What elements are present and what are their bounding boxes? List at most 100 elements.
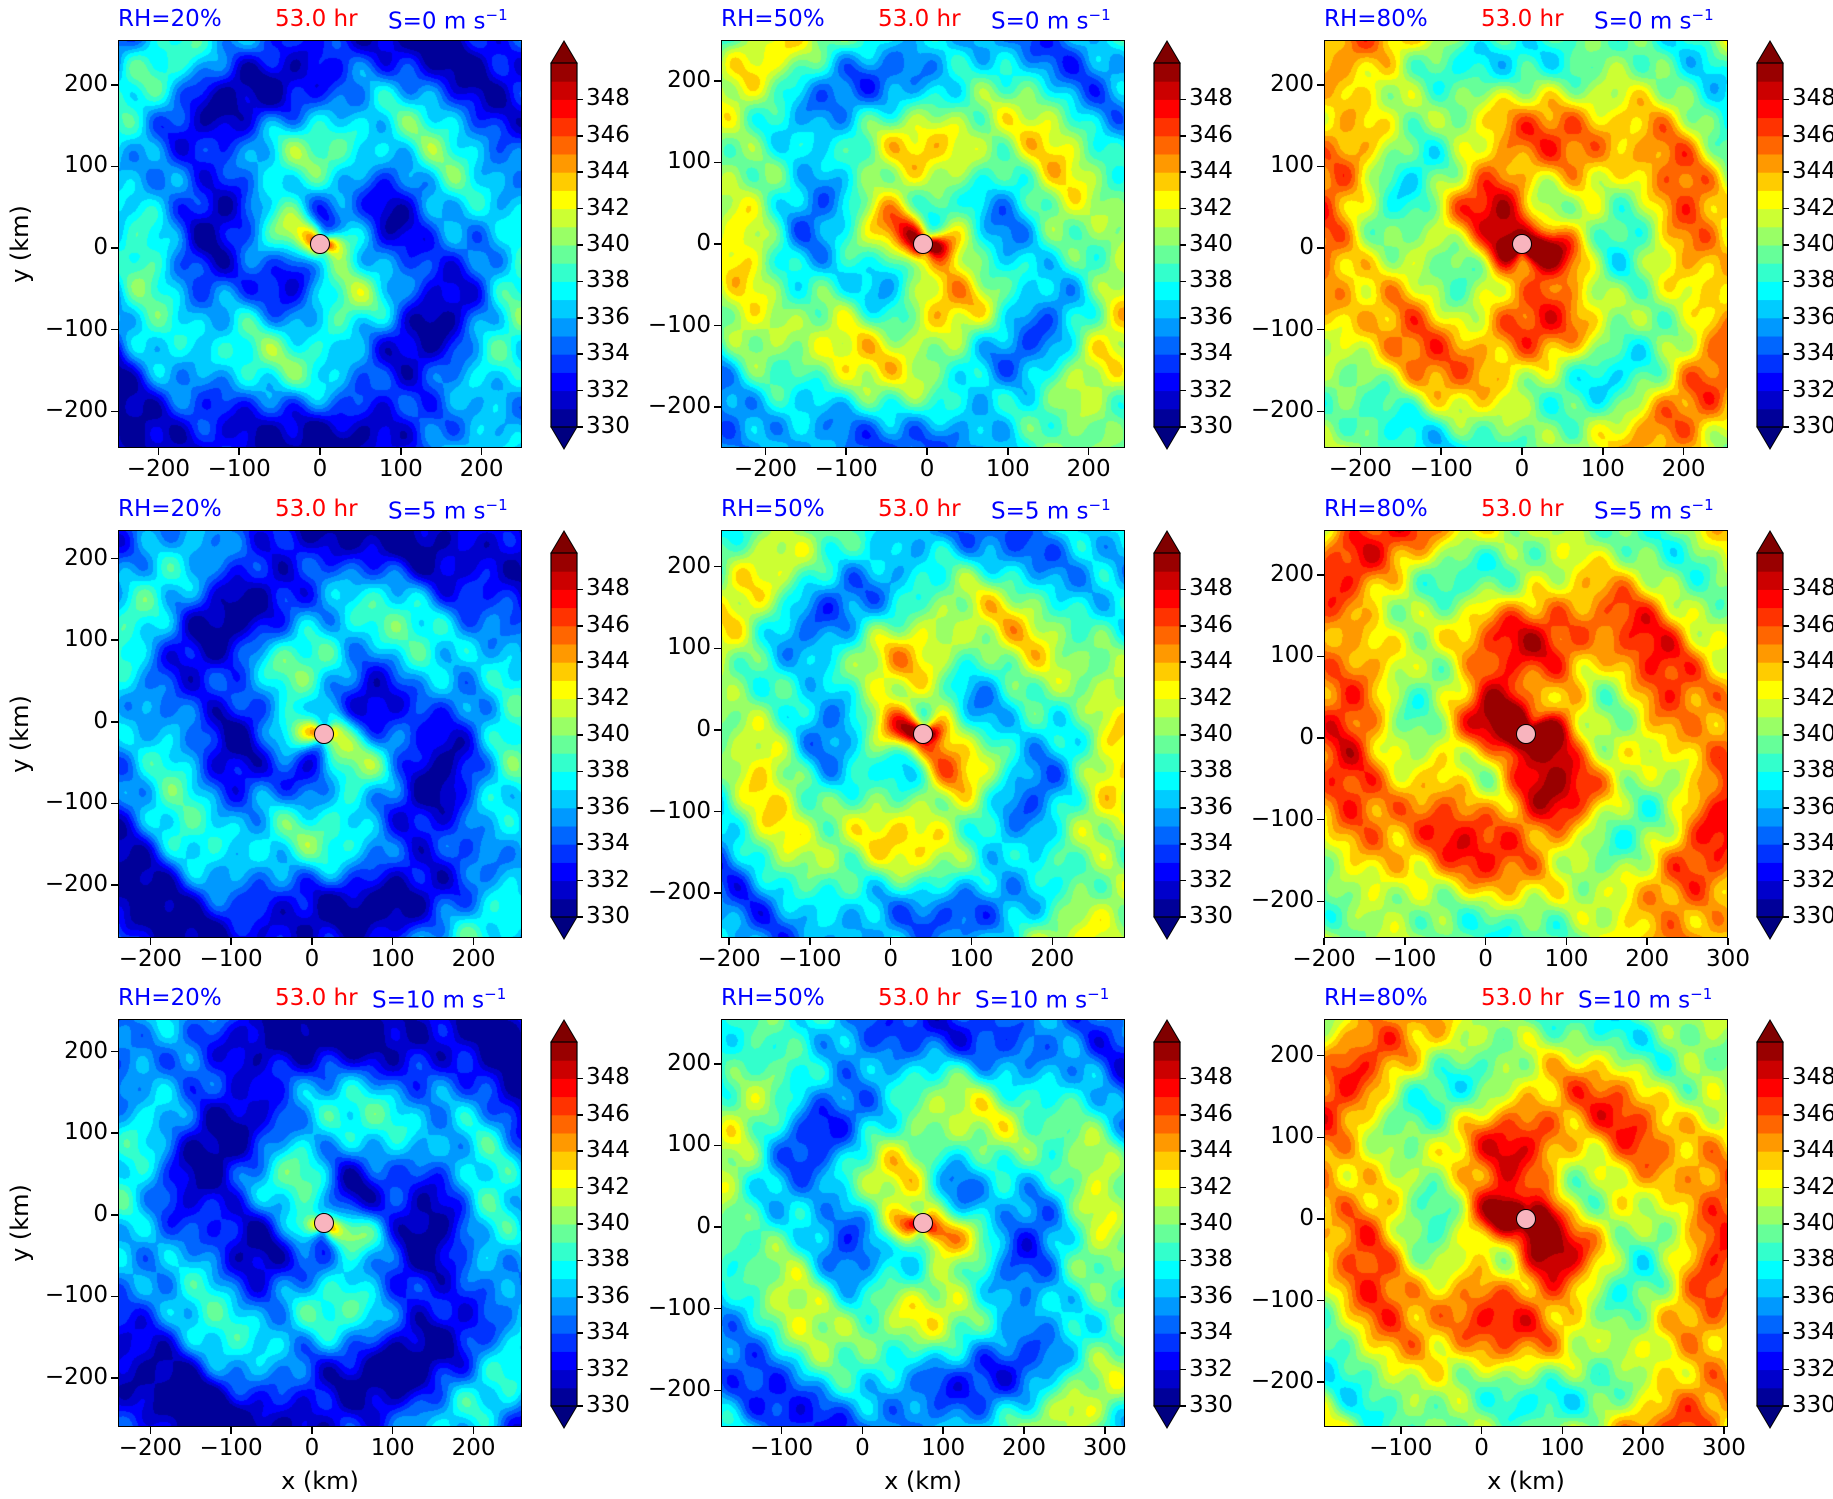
colorbar-tick-mark: [1783, 244, 1789, 246]
colorbar-level: [1757, 263, 1783, 282]
y-tick-label: −100: [1250, 805, 1314, 832]
y-tick-mark: [1317, 1218, 1324, 1220]
colorbar-tick-mark: [1783, 1368, 1789, 1371]
y-tick-label: −100: [1250, 315, 1314, 342]
storm-center-marker: [314, 1213, 335, 1233]
colorbar-level: [1757, 1078, 1783, 1098]
colorbar-extend-min: [550, 916, 578, 940]
colorbar-level: [1757, 789, 1783, 809]
y-tick-label: −200: [1250, 397, 1314, 424]
shear-text: S=5 m s: [991, 498, 1089, 525]
colorbar-level: [1757, 1315, 1783, 1334]
y-tick-label: −200: [44, 1364, 108, 1391]
colorbar-level: [1154, 698, 1180, 718]
colorbar-extend-max: [550, 40, 578, 64]
y-tick-label: 100: [64, 1119, 108, 1146]
x-axis-label: x (km): [884, 1467, 962, 1495]
colorbar-level: [1757, 299, 1783, 319]
colorbar-level: [551, 1096, 577, 1116]
colorbar-tick-mark: [1180, 1405, 1186, 1407]
colorbar-extend-max: [1756, 530, 1784, 554]
colorbar-level: [551, 898, 577, 918]
colorbar-level: [551, 135, 577, 155]
colorbar-tick-mark: [577, 625, 583, 627]
colorbar-level: [1757, 625, 1783, 645]
x-tick-mark: [1602, 448, 1604, 455]
colorbar-level: [1154, 680, 1180, 700]
x-tick-label: 300: [1702, 1435, 1746, 1461]
colorbar-tick-label: 332: [586, 376, 630, 403]
storm-center-marker: [1516, 1208, 1536, 1229]
x-tick-label: −200: [1328, 456, 1392, 482]
shear-text: S=5 m s: [388, 498, 486, 525]
y-tick-mark: [1317, 1381, 1324, 1383]
colorbar-level: [1757, 81, 1783, 100]
colorbar-level: [551, 625, 577, 645]
x-tick-mark: [311, 1427, 313, 1434]
colorbar-tick-mark: [1180, 916, 1186, 918]
colorbar-tick-label: 334: [586, 830, 630, 857]
x-tick-mark: [845, 448, 847, 455]
colorbar-level: [1757, 862, 1783, 882]
colorbar-level: [551, 354, 577, 373]
colorbar-tick-label: 332: [1189, 1355, 1233, 1382]
colorbar-tick-mark: [577, 317, 583, 319]
y-tick-label: −200: [1250, 1368, 1314, 1395]
colorbar-level: [551, 1315, 577, 1334]
y-tick-mark: [714, 324, 721, 327]
colorbar-tick-mark: [1783, 353, 1789, 355]
colorbar-graphic: [550, 40, 578, 450]
colorbar-level: [551, 1169, 577, 1189]
x-tick-label: 0: [304, 1435, 320, 1461]
colorbar-level: [1757, 844, 1783, 863]
colorbar-tick-mark: [577, 353, 583, 355]
colorbar-level: [551, 81, 577, 100]
y-tick-mark: [111, 1132, 118, 1134]
colorbar: [1756, 530, 1784, 944]
y-tick-mark: [714, 729, 721, 731]
colorbar-level: [1154, 99, 1180, 119]
colorbar-level: [1154, 771, 1180, 791]
colorbar-tick-mark: [1783, 1259, 1789, 1262]
colorbar-level: [551, 644, 577, 663]
colorbar-tick-label: 336: [1189, 793, 1233, 820]
colorbar-tick-label: 342: [1189, 194, 1233, 221]
y-tick-label: 0: [696, 1213, 711, 1240]
colorbar-level: [1757, 1260, 1783, 1280]
colorbar-extend-max: [1153, 1019, 1181, 1043]
colorbar-level: [1757, 172, 1783, 191]
x-tick-mark: [1480, 1427, 1483, 1434]
colorbar-tick-label: 346: [586, 1100, 630, 1127]
x-tick-mark: [149, 1427, 152, 1434]
y-tick-label: 0: [93, 1200, 108, 1227]
colorbar-level: [551, 571, 577, 590]
colorbar-tick-label: 348: [586, 1064, 630, 1091]
colorbar-level: [1154, 354, 1180, 373]
panel-title-time: 53.0 hr: [1481, 496, 1564, 522]
colorbar-tick-mark: [1783, 770, 1789, 773]
colorbar-level: [1757, 226, 1783, 246]
x-tick-label: 100: [985, 456, 1030, 482]
colorbar-tick-mark: [1180, 1296, 1186, 1298]
colorbar-level: [1757, 1114, 1783, 1134]
y-tick-mark: [714, 243, 721, 245]
colorbar-tick-label: 336: [1189, 1282, 1233, 1309]
y-tick-label: 200: [667, 552, 711, 579]
colorbar-level: [1154, 1060, 1180, 1079]
colorbar-level: [1154, 1315, 1180, 1334]
storm-center-marker: [310, 234, 330, 254]
colorbar-level: [551, 372, 577, 392]
x-tick-mark: [942, 1427, 944, 1434]
colorbar-graphic: [1153, 40, 1181, 450]
y-tick-mark: [714, 1144, 721, 1147]
colorbar-graphic: [550, 1019, 578, 1429]
colorbar-tick-mark: [1783, 916, 1789, 918]
colorbar-tick-label: 338: [586, 267, 630, 294]
colorbar-tick-mark: [1180, 770, 1186, 773]
colorbar-tick-mark: [1783, 1223, 1789, 1225]
y-tick-mark: [714, 1389, 721, 1392]
colorbar-tick-mark: [1180, 171, 1186, 173]
x-tick-label: 300: [1706, 946, 1750, 972]
colorbar-tick-label: 332: [586, 1355, 630, 1382]
colorbar-level: [551, 1387, 577, 1407]
